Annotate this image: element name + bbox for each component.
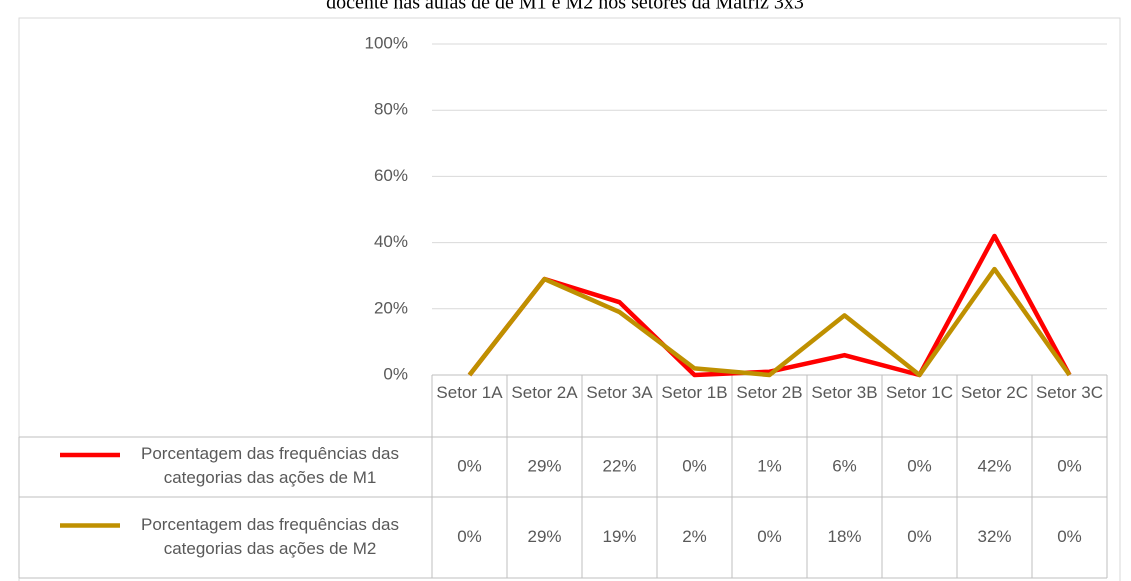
y-tick-label: 20%: [374, 298, 408, 317]
y-tick-label: 0%: [383, 364, 408, 383]
data-label: 0%: [907, 527, 932, 546]
data-label: 42%: [977, 456, 1011, 475]
data-label: 0%: [757, 527, 782, 546]
data-label: 1%: [757, 456, 782, 475]
data-label: 0%: [907, 456, 932, 475]
legend-label: Porcentagem das frequências das categori…: [141, 514, 399, 558]
data-label: 29%: [527, 456, 561, 475]
x-tick-label: Setor 2B: [736, 383, 803, 402]
x-tick-label: Setor 1A: [436, 383, 503, 402]
y-tick-label: 60%: [374, 166, 408, 185]
data-label: 6%: [832, 456, 857, 475]
data-label: 18%: [827, 527, 861, 546]
y-tick-label: 100%: [365, 33, 408, 52]
x-tick-label: Setor 1B: [661, 383, 728, 402]
data-label: 0%: [1057, 456, 1082, 475]
line-series: [467, 266, 1072, 378]
legend-label: Porcentagem das frequências das categori…: [141, 444, 399, 487]
data-label: 32%: [977, 527, 1011, 546]
x-tick-label: Setor 2A: [511, 383, 578, 402]
data-label: 0%: [1057, 527, 1082, 546]
x-tick-label: Setor 2C: [960, 383, 1029, 402]
data-label: 29%: [527, 527, 561, 546]
x-tick-label: Setor 3A: [586, 383, 653, 402]
x-tick-label: Setor 3C: [1035, 383, 1104, 402]
chart-title: docente nas aulas de de M1 e M2 nos seto…: [326, 0, 804, 14]
x-tick-label: Setor 3B: [811, 383, 878, 402]
y-tick-label: 40%: [374, 232, 408, 251]
data-label: 22%: [602, 456, 636, 475]
data-label: 0%: [682, 456, 707, 475]
data-label: 0%: [457, 527, 482, 546]
data-label: 2%: [682, 527, 707, 546]
x-tick-label: Setor 1C: [885, 383, 954, 402]
data-label: 19%: [602, 527, 636, 546]
data-label: 0%: [457, 456, 482, 475]
chart-border: [18, 17, 1121, 581]
y-tick-label: 80%: [374, 100, 408, 119]
line-series: [467, 233, 1072, 378]
